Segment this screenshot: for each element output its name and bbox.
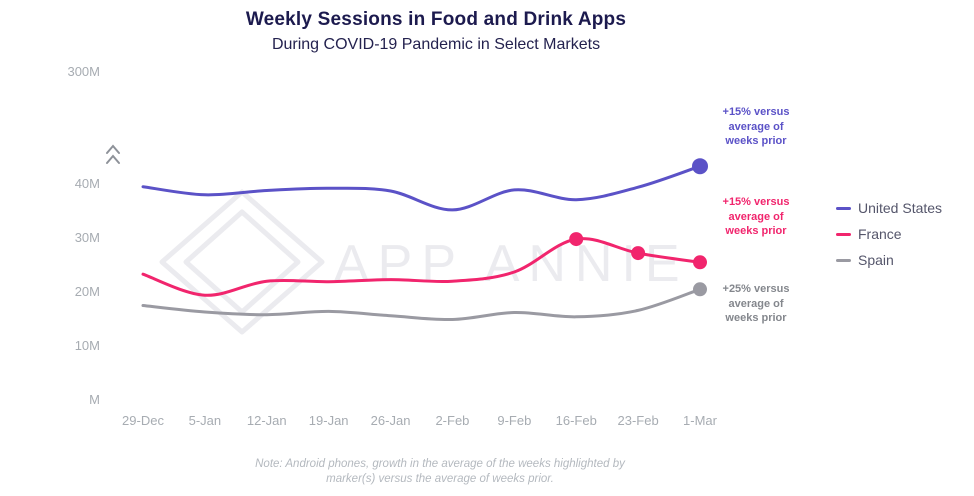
annotation-line: average of — [728, 210, 784, 223]
x-axis-label: 1-Mar — [683, 413, 717, 428]
annotation-line: +15% versus — [722, 106, 790, 118]
x-axis-label: 19-Jan — [308, 413, 349, 428]
marker-dot-france — [693, 255, 707, 270]
footnote-line: marker(s) versus the average of weeks pr… — [326, 473, 554, 485]
y-axis-label: M — [89, 392, 100, 407]
axis-break-icon — [106, 144, 120, 164]
app-annie-watermark-logo — [159, 189, 325, 335]
legend-swatch-spain — [836, 258, 851, 262]
annotation-line: weeks prior — [725, 135, 787, 147]
footnote: Note: Android phones, growth in the aver… — [0, 457, 880, 487]
annotation-line: weeks prior — [725, 312, 787, 324]
annotation-line: average of — [728, 120, 784, 133]
series-line-spain — [141, 287, 702, 322]
legend-swatch-united-states — [836, 206, 851, 210]
legend-label: France — [858, 226, 902, 242]
annotation-line: average of — [728, 297, 784, 310]
y-axis-label: 30M — [74, 230, 100, 245]
x-axis-label: 29-Dec — [122, 413, 164, 428]
watermark-text: APP ANNIE — [334, 235, 689, 293]
annotation-line: weeks prior — [725, 225, 787, 237]
x-axis-label: 12-Jan — [246, 413, 287, 428]
marker-dot-united-states — [692, 158, 708, 175]
footnote-line: Note: Android phones, growth in the aver… — [255, 458, 625, 470]
y-axis-label: 40M — [74, 176, 100, 191]
series-line-united-states — [141, 164, 702, 212]
annotation-united-states: +15% versus average of weeks prior — [703, 105, 809, 149]
legend-label: United States — [858, 200, 943, 216]
marker-dot-france — [631, 246, 646, 261]
series-line-france — [141, 237, 702, 297]
x-axis-label: 5-Jan — [188, 413, 222, 428]
chart-legend: United States France Spain — [836, 200, 942, 278]
legend-swatch-france — [836, 232, 851, 236]
annotation-france: +15% versus average of weeks prior — [703, 195, 809, 239]
annotation-line: +25% versus — [722, 283, 790, 295]
x-axis-label: 9-Feb — [497, 413, 532, 428]
marker-dot-spain — [693, 282, 707, 297]
legend-item-france: France — [836, 226, 942, 242]
y-axis-label: 20M — [74, 284, 100, 299]
y-axis-top-label: 300M — [67, 64, 100, 79]
legend-item-united-states: United States — [836, 200, 942, 216]
chart-subtitle: During COVID-19 Pandemic in Select Marke… — [271, 36, 601, 53]
annotation-spain: +25% versus average of weeks prior — [703, 282, 809, 326]
legend-label: Spain — [858, 252, 894, 268]
y-axis-label: 10M — [74, 338, 100, 353]
x-axis-label: 2-Feb — [435, 413, 470, 428]
x-axis-label: 16-Feb — [555, 413, 597, 428]
chart-title: Weekly Sessions in Food and Drink Apps — [245, 9, 627, 30]
annotation-line: +15% versus — [722, 196, 790, 208]
chart-header: Weekly Sessions in Food and Drink Apps D… — [0, 9, 872, 54]
x-axis-label: 26-Jan — [370, 413, 411, 428]
x-axis-label: 23-Feb — [617, 413, 659, 428]
marker-dot-france — [569, 232, 584, 247]
legend-item-spain: Spain — [836, 252, 942, 268]
